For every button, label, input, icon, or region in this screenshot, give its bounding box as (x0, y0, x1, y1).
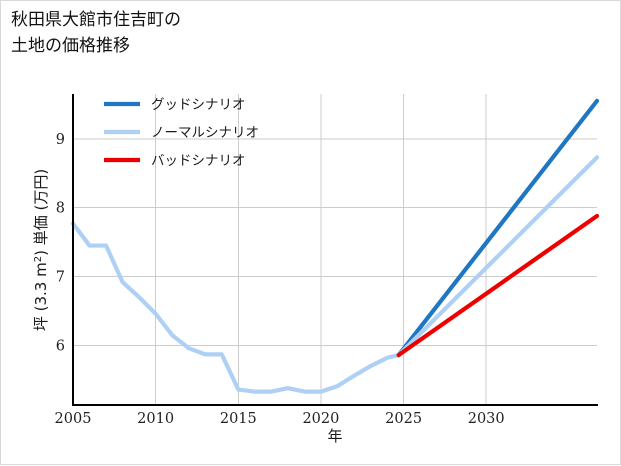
page-title: 秋田県大館市住吉町の 土地の価格推移 (11, 10, 181, 56)
x-tick-label-2020: 2020 (302, 411, 339, 427)
x-tick-label-2010: 2010 (137, 411, 174, 427)
x-tick-label-2025: 2025 (385, 411, 422, 427)
x-axis-title: 年 (327, 427, 342, 445)
x-tick-label-2015: 2015 (220, 411, 257, 427)
x-tick-labels: 2005 2010 2015 2020 2025 2030 (55, 411, 505, 427)
series-line-good (396, 98, 600, 358)
x-tick-label-2005: 2005 (55, 411, 92, 427)
y-tick-label-6: 6 (56, 338, 65, 354)
legend-label-bad: バッドシナリオ (151, 153, 246, 169)
y-tick-label-7: 7 (56, 270, 65, 286)
y-tick-labels: 6 7 8 9 (56, 132, 65, 355)
axis-spines (71, 94, 598, 407)
y-axis-title-group: 坪 (3.3 m2) 単価 (万円) (32, 169, 50, 331)
y-tick-label-9: 9 (56, 132, 65, 148)
series-group (70, 98, 600, 394)
series-line-bad (396, 213, 600, 358)
y-axis-title: 坪 (3.3 m2) 単価 (万円) (32, 169, 50, 331)
legend-label-normal: ノーマルシナリオ (151, 125, 259, 141)
y-axis-title-prefix: 坪 (3.3 m (32, 262, 50, 331)
series-line-historical (70, 221, 401, 394)
x-tick-label-2030: 2030 (468, 411, 505, 427)
y-tick-label-8: 8 (56, 201, 65, 217)
legend-label-good: グッドシナリオ (151, 97, 246, 113)
series-line-normal (396, 155, 600, 358)
